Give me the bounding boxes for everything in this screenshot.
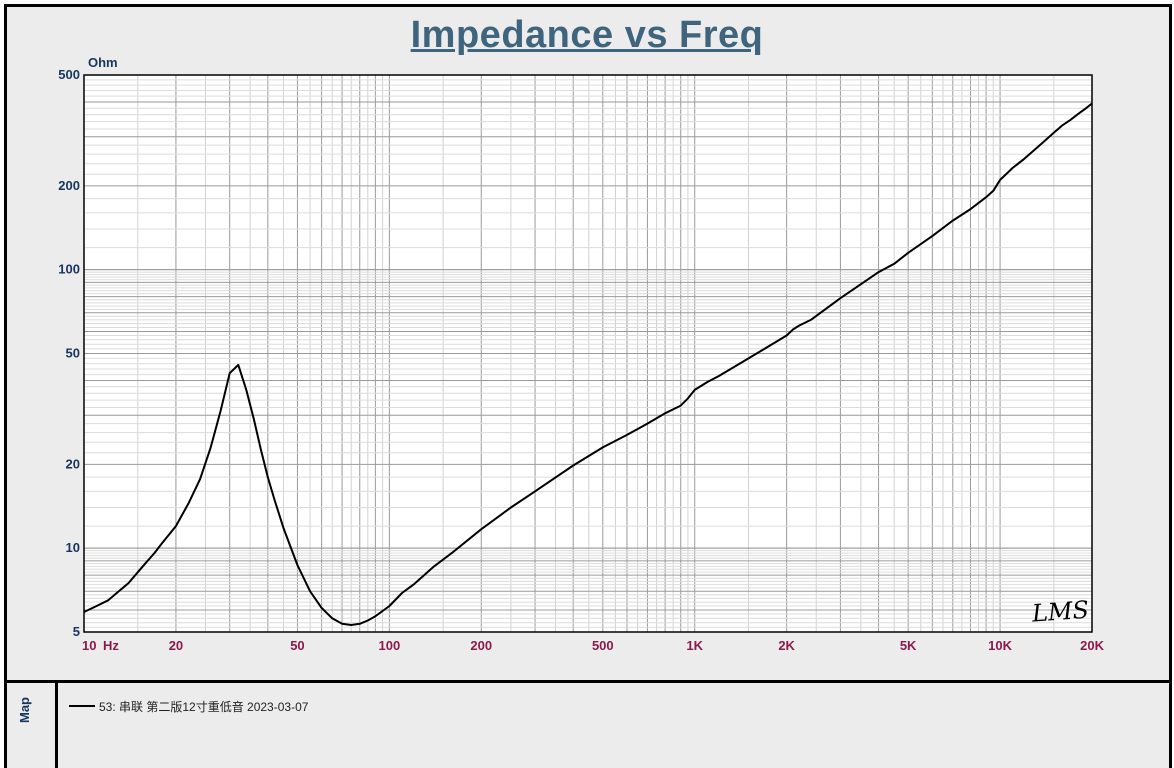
chart-title: Impedance vs Freq	[410, 14, 764, 56]
y-axis-unit: Ohm	[88, 55, 118, 70]
x-tick-label: 1K	[686, 638, 703, 653]
x-tick-label: 500	[592, 638, 614, 653]
legend-entry-label: 53: 串联 第二版12寸重低音 2023-03-07	[99, 700, 309, 714]
y-tick-label: 500	[58, 67, 80, 82]
impedance-series-line	[83, 102, 1093, 626]
x-tick-label: 20	[169, 638, 183, 653]
lms-watermark: LMS	[1030, 596, 1090, 628]
y-tick-label: 200	[58, 178, 80, 193]
x-tick-label: 5K	[900, 638, 917, 653]
y-tick-label: 5	[73, 624, 80, 639]
plot-border	[83, 74, 1093, 633]
x-tick-label: 2K	[778, 638, 795, 653]
x-tick-label: 10	[82, 638, 96, 653]
x-tick-labels: 10 20 50 100 200 500 1K 2K 5K 10K 20K	[82, 638, 1105, 653]
y-tick-label: 10	[66, 540, 80, 555]
x-tick-label: 50	[290, 638, 304, 653]
legend-panel: Map 53: 串联 第二版12寸重低音 2023-03-07	[4, 680, 1172, 768]
x-tick-label: 20K	[1080, 638, 1104, 653]
y-tick-label: 50	[66, 346, 80, 361]
legend-side-panel: Map	[7, 683, 58, 768]
curve-layer	[83, 102, 1093, 626]
legend-line-swatch	[69, 705, 95, 707]
legend-side-label: Map	[17, 697, 32, 723]
y-tick-label: 100	[58, 262, 80, 277]
x-tick-label: 100	[379, 638, 401, 653]
x-tick-label: 10K	[988, 638, 1012, 653]
y-tick-labels: 5 10 20 50 100 200 500	[58, 67, 80, 639]
y-tick-label: 20	[66, 456, 80, 471]
x-axis-unit: Hz	[103, 638, 119, 653]
x-tick-label: 200	[470, 638, 492, 653]
